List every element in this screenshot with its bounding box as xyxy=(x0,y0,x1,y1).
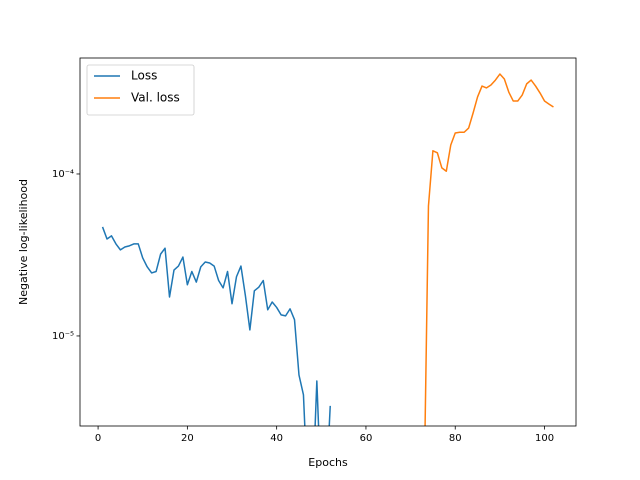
legend-label: Val. loss xyxy=(131,91,180,105)
line-series xyxy=(424,73,554,426)
axes-frame xyxy=(79,57,577,427)
x-tick-label: 60 xyxy=(360,433,373,444)
x-tick-label: 80 xyxy=(449,433,462,444)
y-tick-label: 10⁻⁵ xyxy=(52,331,74,342)
legend-label: Loss xyxy=(131,69,157,83)
plot-area xyxy=(101,73,554,426)
y-axis-label: Negative log-likelihood xyxy=(17,179,30,305)
y-tick-label: 10⁻⁴ xyxy=(52,169,74,180)
x-tick-label: 0 xyxy=(95,433,101,444)
x-tick-label: 100 xyxy=(535,433,554,444)
legend-box xyxy=(86,64,195,116)
x-tick-label: 40 xyxy=(270,433,283,444)
line-series xyxy=(101,226,331,426)
x-axis-label: Epochs xyxy=(308,456,348,469)
x-tick-label: 20 xyxy=(181,433,194,444)
